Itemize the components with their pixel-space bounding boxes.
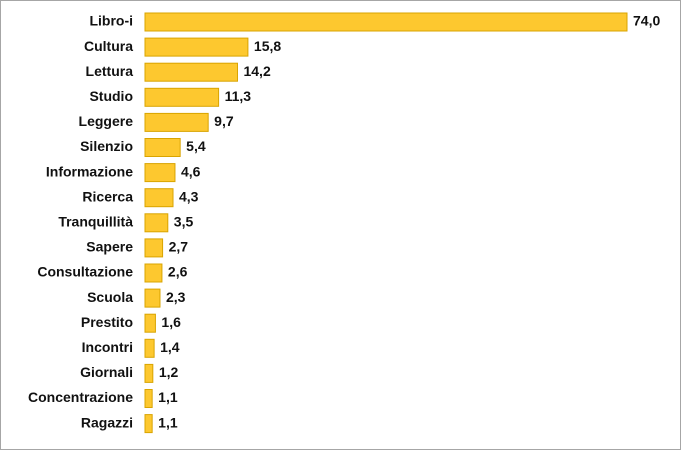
value-label: 1,2 [159,364,179,380]
bar [144,138,181,157]
category-label: Tranquillità [58,214,133,230]
category-label: Scuola [87,289,133,305]
bar [144,62,238,82]
bar [144,12,628,32]
value-label: 2,6 [168,264,188,280]
bar [144,112,209,132]
bar [144,288,161,308]
value-label: 2,7 [169,239,189,255]
value-label: 4,6 [181,163,201,179]
category-label: Cultura [84,38,133,54]
value-label: 4,3 [179,188,199,204]
category-label: Libro-i [89,13,133,29]
value-label: 14,2 [243,63,270,79]
bar [144,238,164,258]
category-label: Informazione [46,163,133,179]
category-label: Studio [89,88,133,104]
category-label: Ricerca [82,188,133,204]
category-label: Silenzio [80,138,133,154]
category-label: Ragazzi [81,414,133,430]
value-label: 74,0 [633,13,660,29]
value-label: 3,5 [174,214,194,230]
value-label: 1,1 [158,389,178,405]
bar [144,213,169,233]
bar [144,389,153,408]
category-label: Prestito [81,314,133,330]
value-label: 1,6 [161,314,181,330]
bar [144,363,154,383]
bar [144,414,153,434]
bar [144,163,176,183]
category-label: Leggere [79,113,134,129]
category-label: Consultazione [37,264,133,280]
bar [144,263,163,283]
category-label: Concentrazione [28,389,133,405]
value-label: 11,3 [225,88,252,104]
category-label: Lettura [86,63,134,79]
value-label: 1,4 [160,339,180,355]
value-label: 9,7 [214,113,234,129]
bar [144,313,156,333]
bar [144,188,174,208]
bar [144,338,155,358]
value-label: 1,1 [158,414,178,430]
category-label: Giornali [80,364,133,380]
value-label: 2,3 [166,289,186,305]
value-label: 15,8 [254,38,281,54]
category-label: Incontri [82,339,133,355]
category-label: Sapere [86,239,133,255]
value-label: 5,4 [186,138,206,154]
bar [144,87,220,107]
bar [144,37,249,57]
